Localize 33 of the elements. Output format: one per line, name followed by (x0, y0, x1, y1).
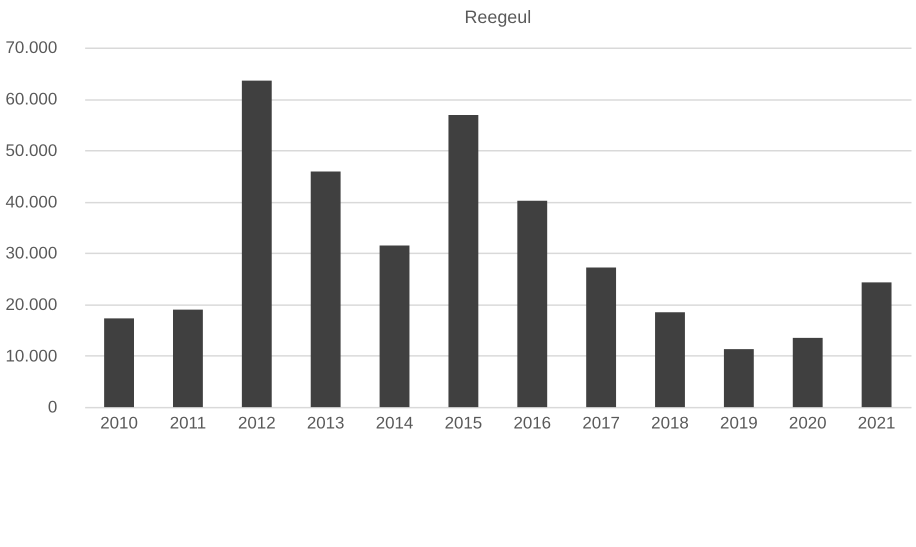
y-tick-label: 0 (48, 398, 58, 417)
x-tick-label: 2011 (170, 414, 206, 433)
chart-title: Reegeul (464, 6, 532, 27)
bar (104, 318, 134, 408)
y-tick-label: 60.000 (6, 90, 58, 109)
bar (517, 200, 548, 408)
x-tick-label: 2018 (651, 414, 689, 433)
x-tick-label: 2013 (306, 414, 344, 433)
x-tick-label: 2012 (238, 414, 276, 433)
bar (242, 80, 272, 408)
bar (724, 349, 754, 408)
y-tick-label: 50.000 (6, 140, 58, 160)
y-tick-label: 30.000 (6, 244, 58, 263)
x-tick-label: 2021 (858, 414, 896, 433)
y-tick-label: 70.000 (6, 38, 58, 58)
bar (310, 172, 341, 408)
x-tick-label: 2015 (444, 414, 482, 433)
x-tick-label: 2020 (788, 414, 827, 433)
bar (655, 312, 685, 408)
x-tick-label: 2014 (376, 414, 414, 433)
x-tick-label: 2010 (100, 414, 138, 433)
y-tick-label: 10.000 (6, 346, 58, 366)
y-tick-label: 20.000 (6, 294, 58, 314)
bar (586, 268, 616, 408)
x-tick-label: 2019 (720, 414, 758, 433)
y-tick-label: 40.000 (6, 192, 58, 212)
bar (172, 310, 203, 408)
bar (862, 282, 892, 408)
bar (792, 338, 823, 408)
bar (380, 245, 410, 408)
bar (448, 115, 478, 408)
x-tick-label: 2017 (582, 414, 620, 433)
x-tick-label: 2016 (513, 414, 552, 433)
